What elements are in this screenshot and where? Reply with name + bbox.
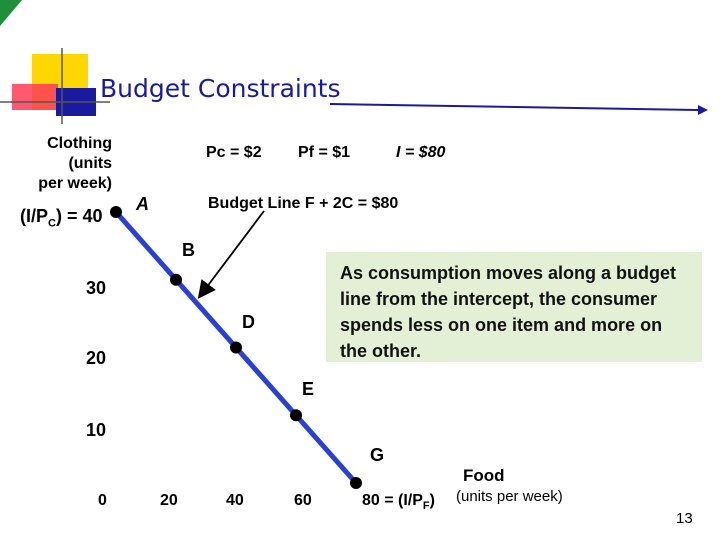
y-axis-label-line: per week) [38,175,112,192]
title-rule [329,103,699,111]
budget-point-d [230,341,242,354]
y-tick-label: 30 [86,278,107,298]
budget-point-b [170,273,182,286]
point-label-e: E [302,379,315,400]
explanation-note: As consumption moves along a budget line… [326,252,702,362]
price-clothing: Pc = $2 [206,144,262,161]
x-tick-label: 40 [226,492,244,509]
budget-point-g [350,477,362,489]
x-axis-units: (units per week) [456,488,563,505]
corner-triangle [0,0,22,26]
x-tick-label: 0 [98,492,107,509]
y-axis-label-line: (units [68,155,112,172]
point-label-a: A [136,194,149,214]
y-intercept-label: (I/PC) = 40 [20,206,103,230]
y-tick-label: 10 [86,420,107,440]
point-label-d: D [242,311,255,332]
income: I = $80 [396,144,446,161]
budget-line-label: Budget Line F + 2C = $80 [208,195,399,212]
y-axis-label: Clothing (units per week) [20,134,112,194]
budget-points [110,206,362,489]
red-square [12,84,58,110]
x-axis-title: Food [463,466,505,485]
price-food: Pf = $1 [298,144,351,161]
point-label-g: G [370,445,385,465]
point-label-b: B [182,239,195,260]
y-axis-label-line: Clothing [47,135,112,152]
budget-point-e [290,409,302,422]
page-number: 13 [676,510,693,527]
slide-title: Budget Constraints [100,74,341,103]
x-intercept-label: 80 = (I/PF) [362,492,435,513]
y-tick-label: 20 [86,348,107,368]
annotation-arrow [197,210,265,299]
budget-point-a [110,206,122,218]
x-tick-label: 20 [160,492,178,509]
x-tick-label: 60 [294,492,312,509]
